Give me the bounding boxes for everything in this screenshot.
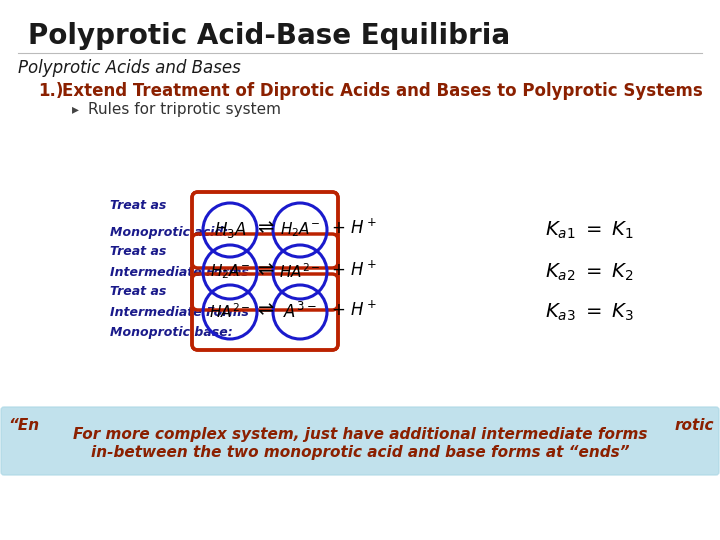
Text: $+\ H^+$: $+\ H^+$ (331, 260, 377, 280)
Text: Intermediate Forms: Intermediate Forms (110, 266, 249, 279)
Text: $\rightleftharpoons$: $\rightleftharpoons$ (254, 260, 276, 280)
Text: $+\ H^+$: $+\ H^+$ (331, 218, 377, 238)
Text: Treat as: Treat as (110, 285, 166, 298)
Text: Treat as: Treat as (110, 245, 166, 258)
Text: $K_{a3}\ =\ K_3$: $K_{a3}\ =\ K_3$ (545, 301, 634, 322)
Text: Monoprotic base:: Monoprotic base: (110, 326, 233, 339)
Text: Rules for triprotic system: Rules for triprotic system (88, 102, 281, 117)
Text: $H_3A$: $H_3A$ (214, 220, 246, 240)
Text: in-between the two monoprotic acid and base forms at “ends”: in-between the two monoprotic acid and b… (91, 446, 629, 461)
Text: $+\ H^+$: $+\ H^+$ (331, 300, 377, 320)
Text: $HA^{2-}$: $HA^{2-}$ (279, 262, 321, 281)
Text: ▸: ▸ (72, 102, 79, 116)
Text: For more complex system, just have additional intermediate forms: For more complex system, just have addit… (73, 427, 647, 442)
Text: rotic: rotic (675, 418, 714, 433)
Text: Monoprotic acid:: Monoprotic acid: (110, 226, 228, 239)
Text: $\rightleftharpoons$: $\rightleftharpoons$ (254, 300, 276, 320)
Text: Polyprotic Acid-Base Equilibria: Polyprotic Acid-Base Equilibria (28, 22, 510, 50)
Text: $K_{a2}\ =\ K_2$: $K_{a2}\ =\ K_2$ (546, 261, 634, 282)
Text: Extend Treatment of Diprotic Acids and Bases to Polyprotic Systems: Extend Treatment of Diprotic Acids and B… (62, 82, 703, 100)
Text: Treat as: Treat as (110, 199, 166, 212)
Text: Intermediate Forms: Intermediate Forms (110, 306, 249, 319)
Text: $K_{a1}\ =\ K_1$: $K_{a1}\ =\ K_1$ (546, 219, 634, 241)
Text: Polyprotic Acids and Bases: Polyprotic Acids and Bases (18, 59, 240, 77)
Text: $H_2A^{-}$: $H_2A^{-}$ (210, 262, 250, 281)
Text: 1.): 1.) (38, 82, 63, 100)
Text: $\rightleftharpoons$: $\rightleftharpoons$ (254, 219, 276, 238)
Text: $HA^{2-}$: $HA^{2-}$ (209, 302, 251, 321)
FancyBboxPatch shape (1, 407, 719, 475)
Text: $A^{3-}$: $A^{3-}$ (283, 302, 317, 322)
Text: $H_2A^{-}$: $H_2A^{-}$ (280, 221, 320, 239)
Text: “En: “En (8, 418, 39, 433)
